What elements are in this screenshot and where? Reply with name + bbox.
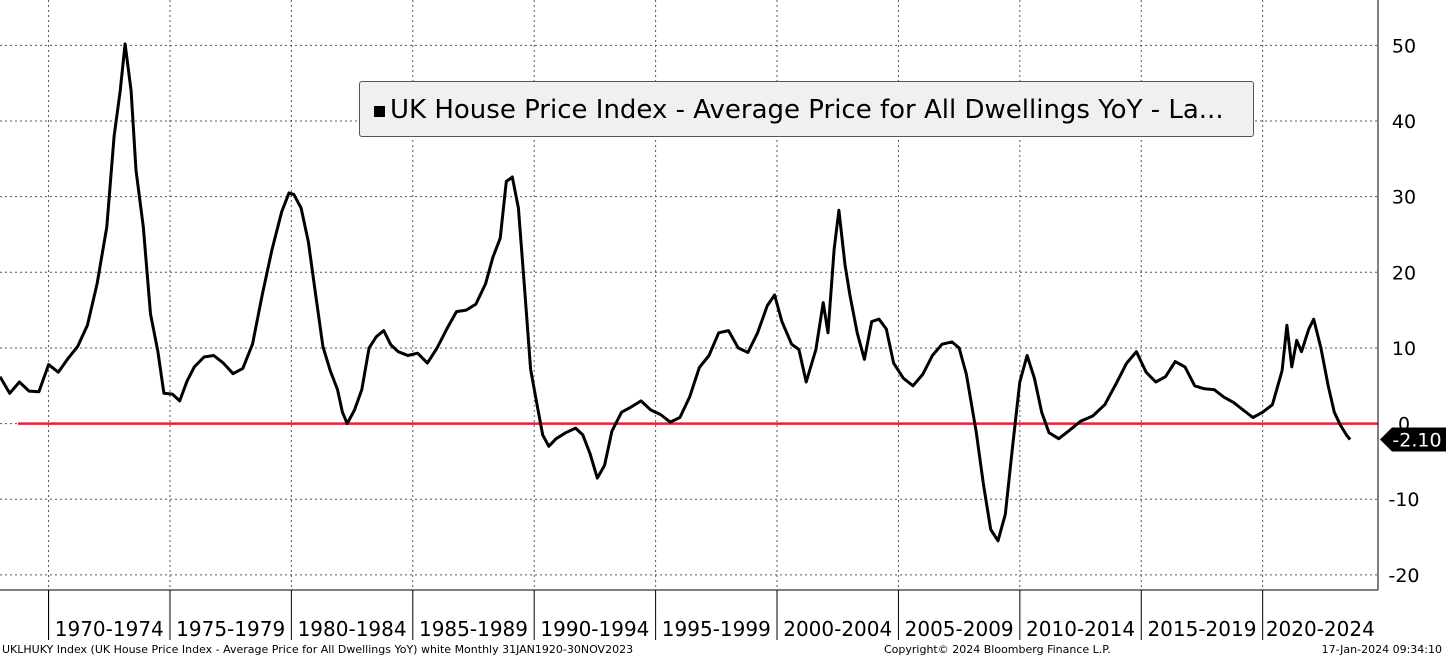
x-category-label: 2020-2024 — [1266, 617, 1375, 641]
footer-copyright: Copyright© 2024 Bloomberg Finance L.P. — [884, 643, 1111, 656]
legend: UK House Price Index - Average Price for… — [359, 81, 1254, 137]
x-category-label: 1985-1989 — [419, 617, 528, 641]
y-tick-label: 10 — [1392, 338, 1416, 360]
x-category-label: 1970-1974 — [55, 617, 164, 641]
x-category-label: 2010-2014 — [1026, 617, 1135, 641]
y-tick-label: -10 — [1388, 489, 1419, 511]
y-tick-label: 20 — [1392, 262, 1416, 284]
legend-label: UK House Price Index - Average Price for… — [390, 95, 1224, 125]
x-category-label: 2015-2019 — [1147, 617, 1256, 641]
series-line — [0, 42, 1352, 543]
series-layer — [0, 42, 1352, 543]
footer-ticker-description: UKLHUKY Index (UK House Price Index - Av… — [2, 643, 634, 656]
y-tick-label: 50 — [1392, 35, 1416, 57]
x-category-label: 2000-2004 — [783, 617, 892, 641]
y-tick-label: 40 — [1392, 111, 1416, 133]
footer-timestamp: 17-Jan-2024 09:34:10 — [1321, 643, 1442, 656]
grid-layer — [0, 0, 1378, 590]
last-value-label: -2.10 — [1392, 429, 1441, 451]
x-category-label: 1990-1994 — [540, 617, 649, 641]
y-tick-label: -20 — [1388, 565, 1419, 587]
x-category-label: 1975-1979 — [176, 617, 285, 641]
x-category-label: 1995-1999 — [662, 617, 771, 641]
x-category-label: 2005-2009 — [905, 617, 1014, 641]
y-tick-label: 30 — [1392, 187, 1416, 209]
x-category-label: 1980-1984 — [298, 617, 407, 641]
legend-swatch — [374, 106, 385, 117]
last-value-tag — [1380, 427, 1446, 452]
